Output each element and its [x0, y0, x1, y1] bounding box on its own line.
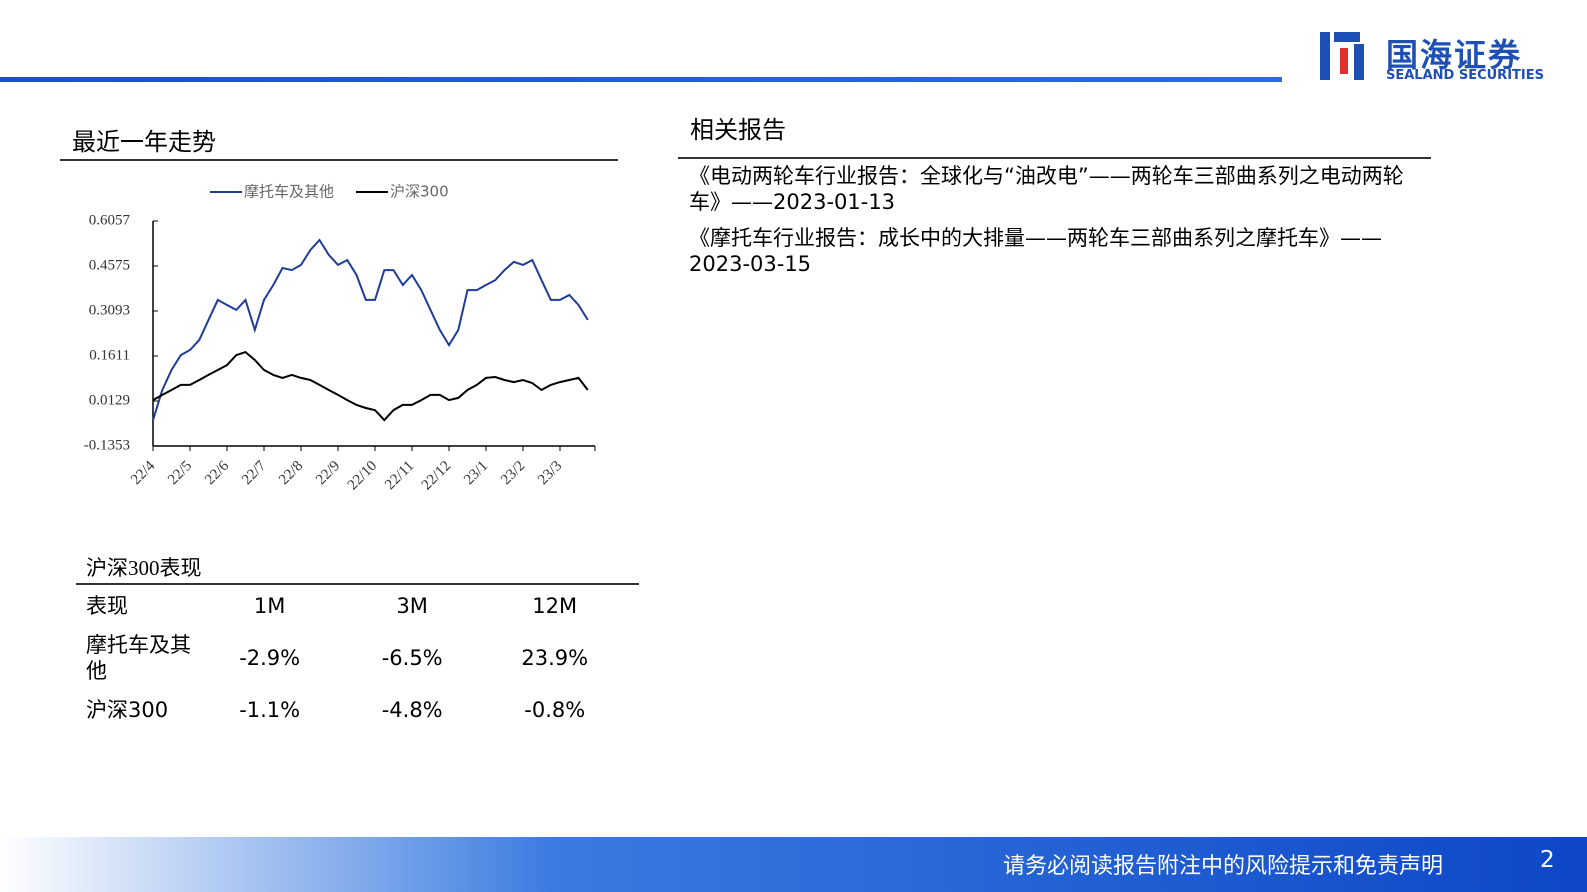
x-tick-label: 22/12 — [419, 458, 454, 493]
rule — [60, 159, 618, 161]
table-cell: -6.5% — [381, 646, 443, 670]
section-title: 相关报告 — [690, 116, 786, 144]
x-tick-label: 22/10 — [345, 458, 380, 493]
x-tick-label: 22/4 — [128, 458, 159, 489]
table-cell: 23.9% — [521, 646, 589, 670]
rule — [678, 157, 1431, 159]
legend-label: 沪深300 — [390, 183, 449, 201]
table-row: 摩托车及其他 -2.9% -6.5% 23.9% — [86, 632, 626, 684]
table-cell: 3M — [396, 594, 428, 618]
x-tick-label: 23/2 — [498, 458, 528, 488]
table-cell: 12M — [532, 594, 578, 618]
table-cell: 1M — [253, 594, 286, 618]
series-line — [152, 350, 589, 422]
table-cell: -1.1% — [239, 698, 301, 722]
table-title: 沪深300表现 — [86, 556, 202, 580]
report-item: 《摩托车行业报告：成长中的大排量——两轮车三部曲系列之摩托车》——2023-03… — [689, 226, 1382, 276]
logo-cn: 国海证券 — [1386, 36, 1523, 74]
x-tick-label: 22/6 — [202, 458, 233, 489]
page-number: 2 — [1540, 847, 1555, 873]
table-row: 沪深300 -1.1% -4.8% -0.8% — [86, 684, 626, 736]
y-tick-label: -0.1353 — [84, 437, 130, 453]
y-tick-label: 0.3093 — [89, 302, 130, 318]
section-title: 最近一年走势 — [72, 128, 216, 156]
x-tick-label: 23/3 — [535, 458, 565, 488]
table-cell: 摩托车及其他 — [86, 633, 191, 683]
rule — [76, 583, 639, 585]
x-tick-label: 22/8 — [276, 458, 306, 488]
x-tick-label: 22/11 — [382, 458, 417, 493]
table-cell: 沪深300 — [86, 698, 169, 722]
logo-en: SEALAND SECURITIES — [1386, 68, 1544, 83]
performance-table: 表现 1M 3M 12M 摩托车及其他 -2.9% -6.5% 23.9% 沪深300 -1.1%… — [86, 580, 626, 736]
table-cell: -2.9% — [239, 646, 301, 670]
table-cell: -0.8% — [524, 698, 586, 722]
table-cell: 表现 — [86, 594, 128, 618]
legend-label: 摩托车及其他 — [244, 183, 334, 201]
table-cell: -4.8% — [381, 698, 443, 722]
top-rule — [0, 77, 1282, 82]
disclaimer: 请务必阅读报告附注中的风险提示和免责声明 — [1003, 854, 1444, 879]
x-tick-label: 22/9 — [313, 458, 343, 488]
y-tick-label: 0.1611 — [89, 347, 130, 363]
related-list: 《电动两轮车行业报告：全球化与“油改电”——两轮车三部曲系列之电动两轮车》——2… — [689, 163, 1419, 287]
chart: -0.1353 0.0129 0.1611 0.3093 0.4575 0.6057 22/… — [84, 183, 596, 493]
y-tick-label: 0.0129 — [89, 392, 130, 408]
series-line — [152, 238, 589, 421]
x-tick-label: 22/7 — [239, 458, 270, 489]
table-row: 表现 1M 3M 12M — [86, 580, 626, 632]
x-tick-label: 23/1 — [461, 458, 491, 488]
logo-mark — [1320, 32, 1364, 80]
y-tick-label: 0.6057 — [89, 212, 131, 228]
footer-bar — [0, 837, 1587, 892]
report-item: 《电动两轮车行业报告：全球化与“油改电”——两轮车三部曲系列之电动两轮车》——2… — [689, 164, 1404, 214]
x-tick-label: 22/5 — [165, 458, 195, 488]
y-tick-label: 0.4575 — [89, 257, 130, 273]
